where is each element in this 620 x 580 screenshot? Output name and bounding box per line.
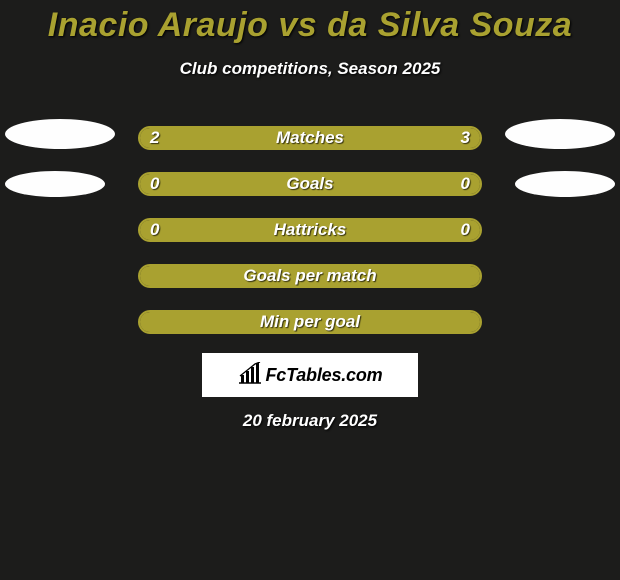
stat-row: Min per goal: [0, 299, 620, 345]
stat-label: Goals: [140, 174, 480, 194]
stat-row: Goals per match: [0, 253, 620, 299]
stat-bar: Min per goal: [138, 310, 482, 334]
footer-date: 20 february 2025: [0, 411, 620, 431]
player-left-ellipse: [5, 119, 115, 149]
stat-value-right: 0: [461, 220, 470, 240]
subtitle: Club competitions, Season 2025: [0, 59, 620, 79]
stat-value-right: 3: [461, 128, 470, 148]
stat-label: Min per goal: [140, 312, 480, 332]
comparison-infographic: Inacio Araujo vs da Silva Souza Club com…: [0, 0, 620, 580]
stat-row: 2 Matches 3: [0, 115, 620, 161]
stat-row: 0 Goals 0: [0, 161, 620, 207]
stat-label: Matches: [140, 128, 480, 148]
stat-bar: 0 Goals 0: [138, 172, 482, 196]
player-right-ellipse: [515, 171, 615, 197]
stat-bar: 2 Matches 3: [138, 126, 482, 150]
stat-row: 0 Hattricks 0: [0, 207, 620, 253]
stat-value-right: 0: [461, 174, 470, 194]
stat-bar: 0 Hattricks 0: [138, 218, 482, 242]
brand-box: FcTables.com: [202, 353, 418, 397]
bar-chart-icon: [238, 362, 262, 389]
stat-label: Goals per match: [140, 266, 480, 286]
stat-bar: Goals per match: [138, 264, 482, 288]
player-left-ellipse: [5, 171, 105, 197]
page-title: Inacio Araujo vs da Silva Souza: [0, 0, 620, 45]
player-right-ellipse: [505, 119, 615, 149]
stat-label: Hattricks: [140, 220, 480, 240]
stat-rows: 2 Matches 3 0 Goals 0 0: [0, 115, 620, 345]
brand-text: FcTables.com: [266, 365, 383, 386]
